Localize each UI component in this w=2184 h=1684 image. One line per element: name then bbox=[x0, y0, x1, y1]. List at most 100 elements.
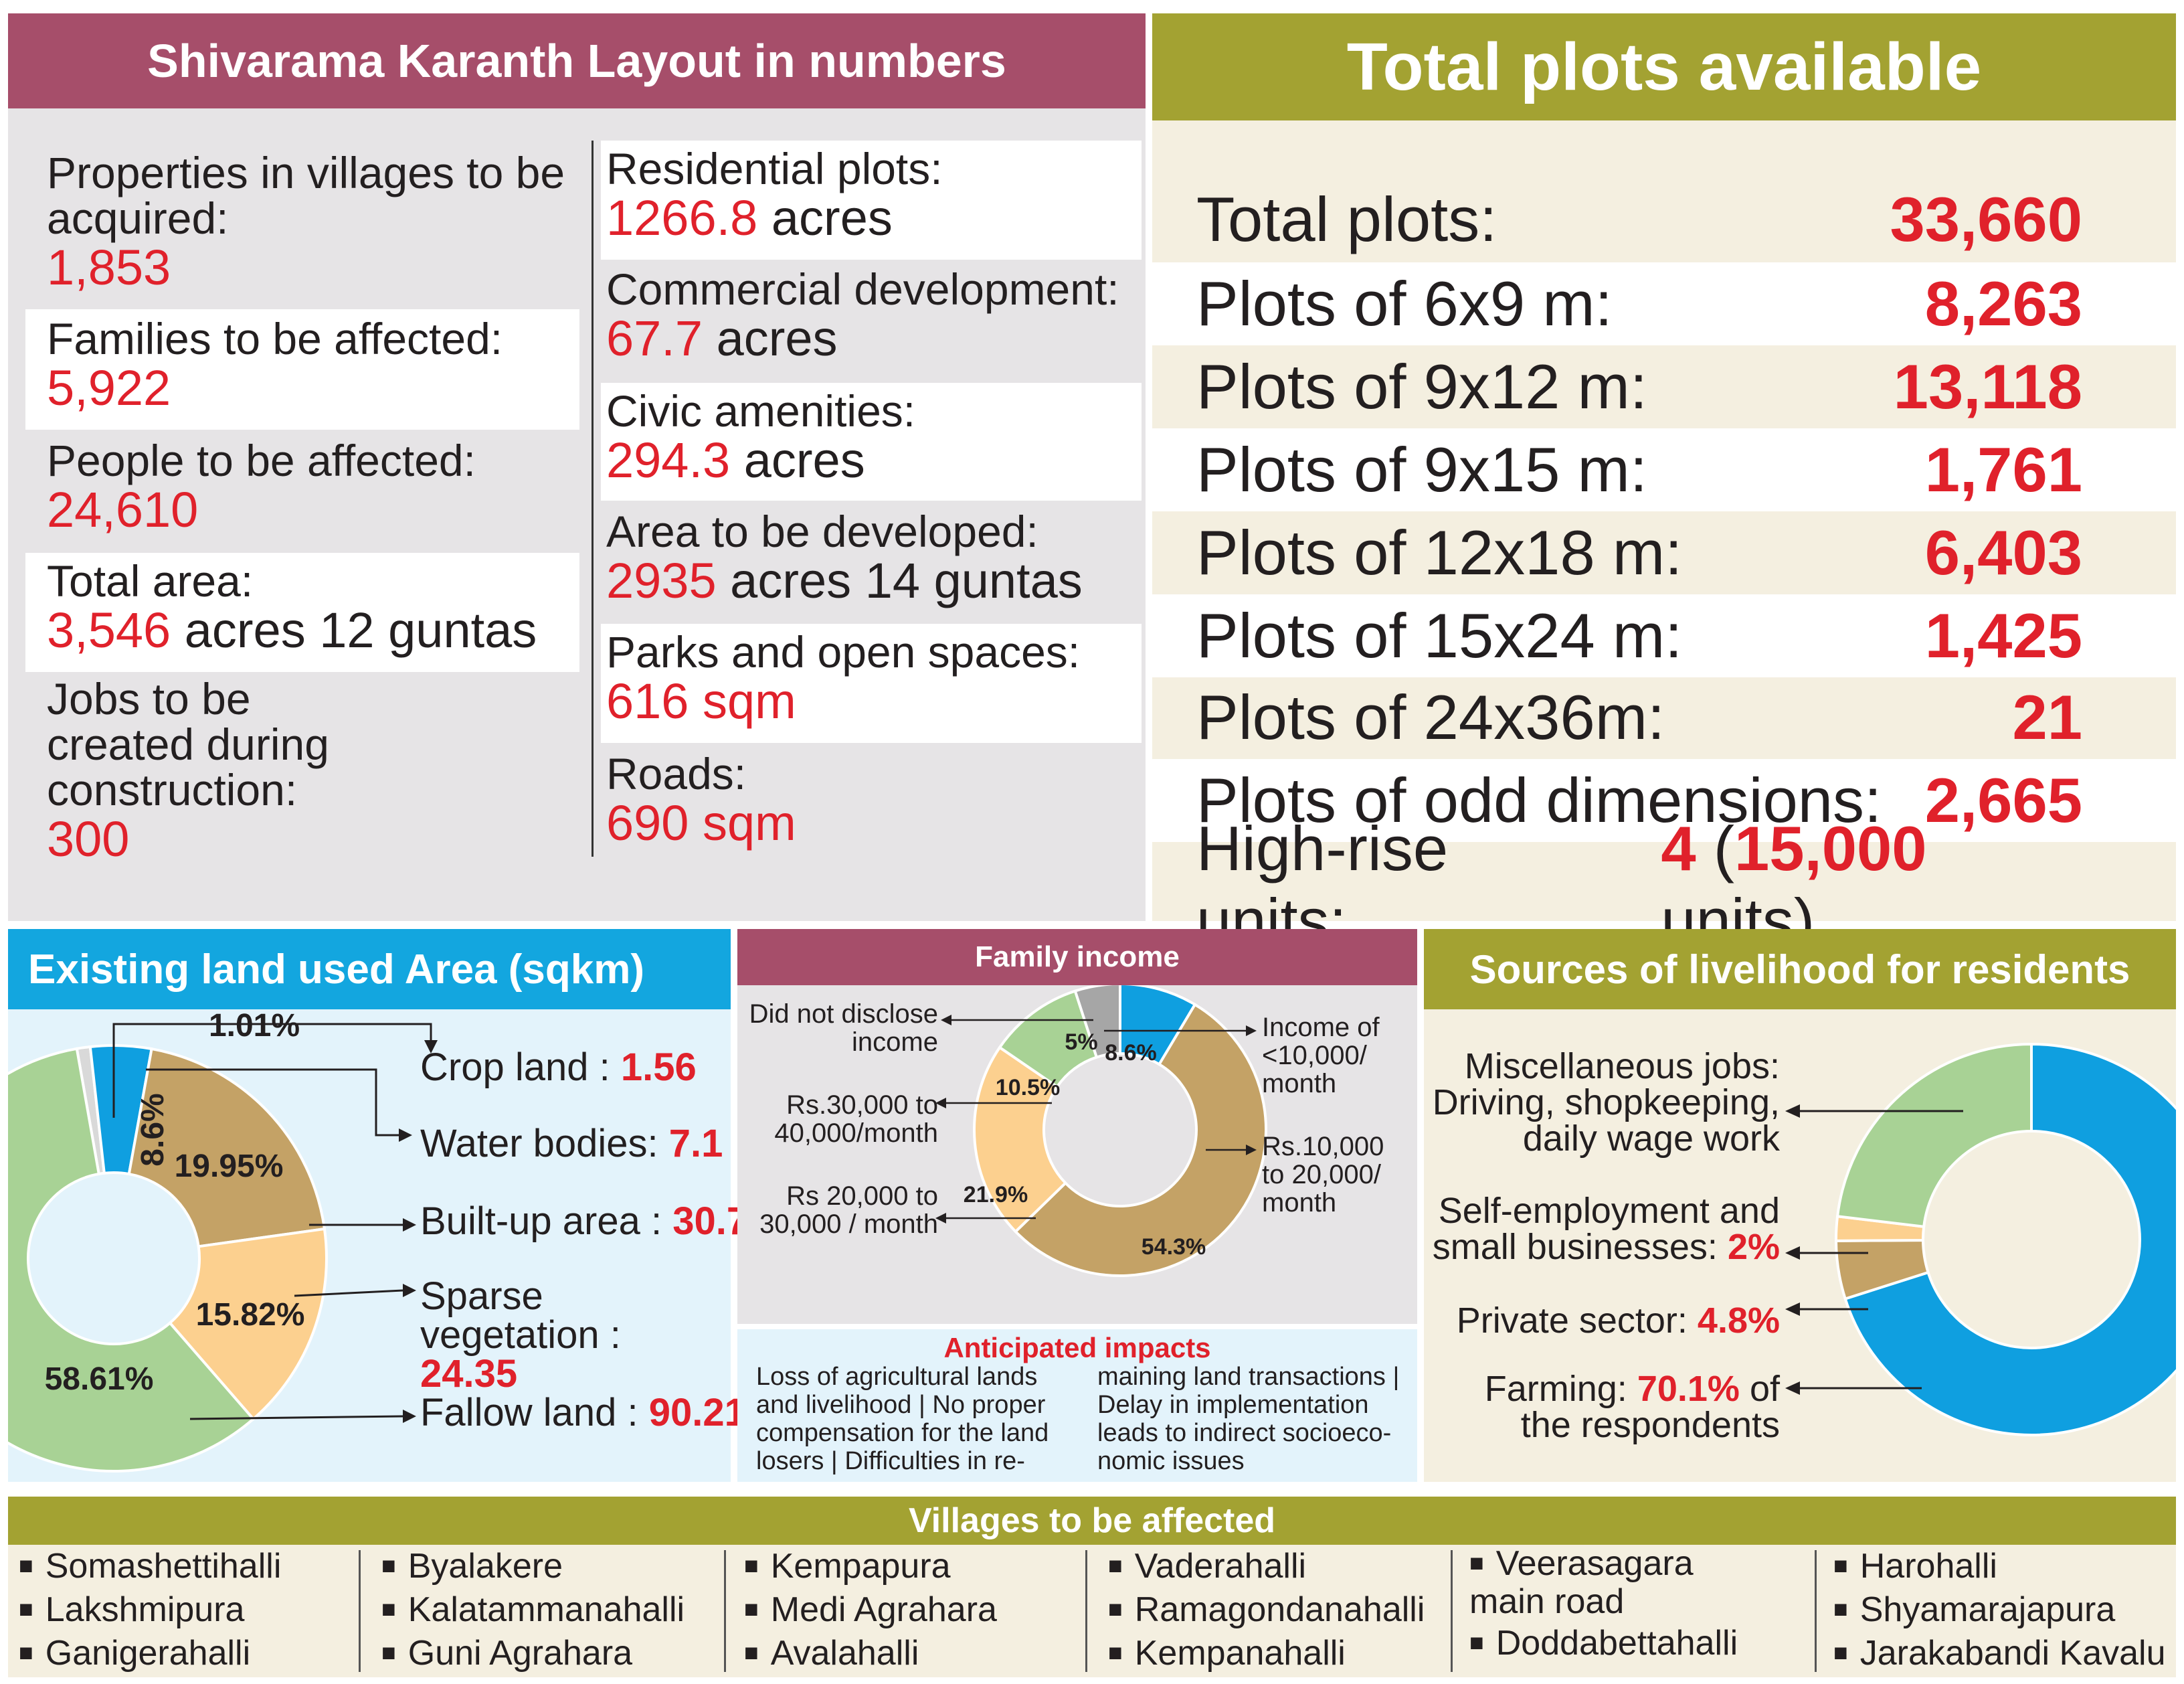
highrise-paren: ( bbox=[1696, 813, 1735, 883]
leader-line bbox=[294, 1289, 403, 1297]
village-column: Kempapura Medi Agrahara Avalahalli bbox=[744, 1546, 1079, 1677]
legend-value: 70.1% bbox=[1637, 1369, 1740, 1409]
plot-label: Plots of 12x18 m: bbox=[1196, 517, 1683, 588]
stat-value: 67.7 bbox=[606, 311, 703, 366]
plot-row: Plots of 15x24 m: 1,425 bbox=[1152, 594, 2176, 677]
stat-roads: Roads: 690 sqm bbox=[601, 746, 1142, 863]
arrowhead bbox=[403, 1410, 416, 1423]
pct-label: 19.95% bbox=[175, 1149, 284, 1184]
stat-unit: acres 14 guntas bbox=[716, 553, 1083, 608]
legend-label: Water bodies: bbox=[420, 1122, 669, 1165]
village-item: Jarakabandi Kavalu bbox=[1833, 1633, 2168, 1677]
highrise-units-value: 15,000 bbox=[1734, 813, 1927, 883]
slice-income-10-20 bbox=[1013, 1003, 1267, 1277]
leader-line bbox=[189, 1415, 403, 1420]
legend-label: Crop land : bbox=[420, 1045, 621, 1089]
column-divider bbox=[592, 141, 594, 857]
stat-families: Families to be affected: 5,922 bbox=[25, 309, 579, 430]
pct-label: 21.9% bbox=[964, 1182, 1028, 1207]
arrowhead bbox=[1785, 1381, 1800, 1395]
arrowhead bbox=[1785, 1302, 1800, 1316]
plot-row: Plots of 12x18 m: 6,403 bbox=[1152, 511, 2176, 594]
stat-label: Total area: bbox=[47, 556, 254, 606]
village-column: Vaderahalli Ramagondanahalli Kempanahall… bbox=[1108, 1546, 1449, 1677]
plot-label: Plots of odd dimensions: bbox=[1196, 765, 1882, 835]
villages-title: Villages to be affected bbox=[8, 1497, 2176, 1545]
pct-label: 8.6% bbox=[1105, 1040, 1157, 1066]
village-item: Guni Agrahara bbox=[381, 1633, 716, 1677]
slice-fallow-land bbox=[8, 1047, 256, 1472]
legend-sparse-vegetation: Sparse vegetation : 24.35 bbox=[420, 1277, 715, 1394]
legend-self-employment: Self-employment and small businesses: 2% bbox=[1432, 1193, 1780, 1265]
livelihood-arrowheads bbox=[1785, 1104, 1800, 1395]
village-divider bbox=[1815, 1550, 1817, 1672]
legend-label: Sparse vegetation : bbox=[420, 1274, 621, 1357]
stat-value: 5,922 bbox=[47, 360, 171, 416]
layout-numbers-title: Shivarama Karanth Layout in numbers bbox=[8, 13, 1146, 108]
stat-area-developed: Area to be developed: 2935 acres 14 gunt… bbox=[601, 503, 1142, 621]
land-use-arrowheads bbox=[399, 1040, 438, 1423]
highrise-row: High-rise units: 4 (15,000 units) bbox=[1152, 813, 2176, 956]
stat-unit: acres 12 guntas bbox=[171, 602, 537, 658]
arrowhead bbox=[941, 1015, 951, 1025]
slice-farming bbox=[1843, 1042, 2176, 1436]
legend-value: 24.35 bbox=[420, 1352, 518, 1396]
village-divider bbox=[359, 1550, 361, 1672]
arrowhead bbox=[1246, 1145, 1257, 1155]
family-income-title: Family income bbox=[737, 929, 1417, 985]
village-divider bbox=[1451, 1550, 1453, 1672]
village-item: Ganigerahalli bbox=[19, 1633, 353, 1677]
stat-residential: Residential plots: 1266.8 acres bbox=[601, 141, 1142, 260]
village-column: Harohalli Shyamarajapura Jarakabandi Kav… bbox=[1833, 1546, 2168, 1677]
plot-row: Plots of 6x9 m: 8,263 bbox=[1152, 262, 2176, 345]
stat-unit: acres bbox=[757, 190, 893, 246]
impacts-text-col1: Loss of agricultural lands and livelihoo… bbox=[756, 1363, 1049, 1475]
stat-value: 3,546 bbox=[47, 602, 171, 658]
land-use-leader-lines bbox=[112, 1023, 432, 1420]
village-divider bbox=[724, 1550, 726, 1672]
stat-label: Commercial development: bbox=[606, 264, 1119, 314]
stat-label: Properties in villages to be acquired: bbox=[47, 148, 565, 243]
land-use-donut bbox=[8, 1044, 328, 1472]
arrowhead bbox=[935, 1098, 946, 1108]
stat-people: People to be affected: 24,610 bbox=[8, 432, 581, 553]
plot-label: Plots of 9x12 m: bbox=[1196, 351, 1647, 422]
legend-income-lt10: Income of <10,000/ month bbox=[1262, 1013, 1380, 1098]
village-divider bbox=[1085, 1550, 1087, 1672]
plot-value: 33,660 bbox=[1890, 184, 2082, 254]
village-item: Shyamarajapura bbox=[1833, 1590, 2168, 1633]
plot-row: Plots of 9x15 m: 1,761 bbox=[1152, 428, 2176, 511]
legend-built-up: Built-up area : 30.7 bbox=[420, 1202, 748, 1241]
legend-misc-jobs: Miscellaneous jobs: Driving, shopkeeping… bbox=[1432, 1046, 1780, 1159]
legend-label: Fallow land : bbox=[420, 1391, 649, 1434]
leader-line bbox=[146, 1068, 399, 1136]
village-item: Ramagondanahalli bbox=[1108, 1590, 1449, 1633]
arrowhead bbox=[403, 1218, 416, 1232]
plot-label: Plots of 15x24 m: bbox=[1196, 600, 1683, 671]
impacts-title: Anticipated impacts bbox=[943, 1332, 1211, 1363]
village-item: Vaderahalli bbox=[1108, 1546, 1449, 1590]
legend-farming: Farming: 70.1% of the respondents bbox=[1432, 1371, 1780, 1443]
pct-label: 1.01% bbox=[209, 1009, 300, 1043]
pct-label: 15.82% bbox=[196, 1297, 305, 1333]
stat-value: 300 bbox=[47, 811, 130, 867]
livelihood-chart bbox=[1785, 1042, 2176, 1436]
plot-label: Plots of 6x9 m: bbox=[1196, 268, 1613, 339]
stat-parks: Parks and open spaces: 616 sqm bbox=[601, 624, 1142, 743]
plot-value: 13,118 bbox=[1893, 351, 2082, 422]
plot-row: Plots of 24x36m: 21 bbox=[1152, 676, 2176, 759]
stat-value: 2935 bbox=[606, 553, 717, 608]
village-item: Somashettihalli bbox=[19, 1546, 353, 1590]
leader-line bbox=[112, 1023, 432, 1118]
slice-income-20-30 bbox=[973, 1045, 1068, 1234]
pct-label: 54.3% bbox=[1142, 1234, 1206, 1260]
stat-properties: Properties in villages to be acquired: 1… bbox=[8, 141, 581, 307]
village-column: Somashettihalli Lakshmipura Ganigerahall… bbox=[19, 1546, 353, 1677]
land-use-chart: 1.01% 8.6% 19.95% 15.82% 58.61% bbox=[8, 1009, 438, 1472]
village-column: Veerasagara main road Doddabettahalli bbox=[1469, 1546, 1777, 1664]
livelihood-donut bbox=[1834, 1042, 2176, 1436]
slice-misc-jobs bbox=[1835, 1042, 2033, 1228]
village-item: Harohalli bbox=[1833, 1546, 2168, 1590]
arrowhead bbox=[403, 1284, 416, 1297]
arrowhead bbox=[1785, 1246, 1800, 1260]
